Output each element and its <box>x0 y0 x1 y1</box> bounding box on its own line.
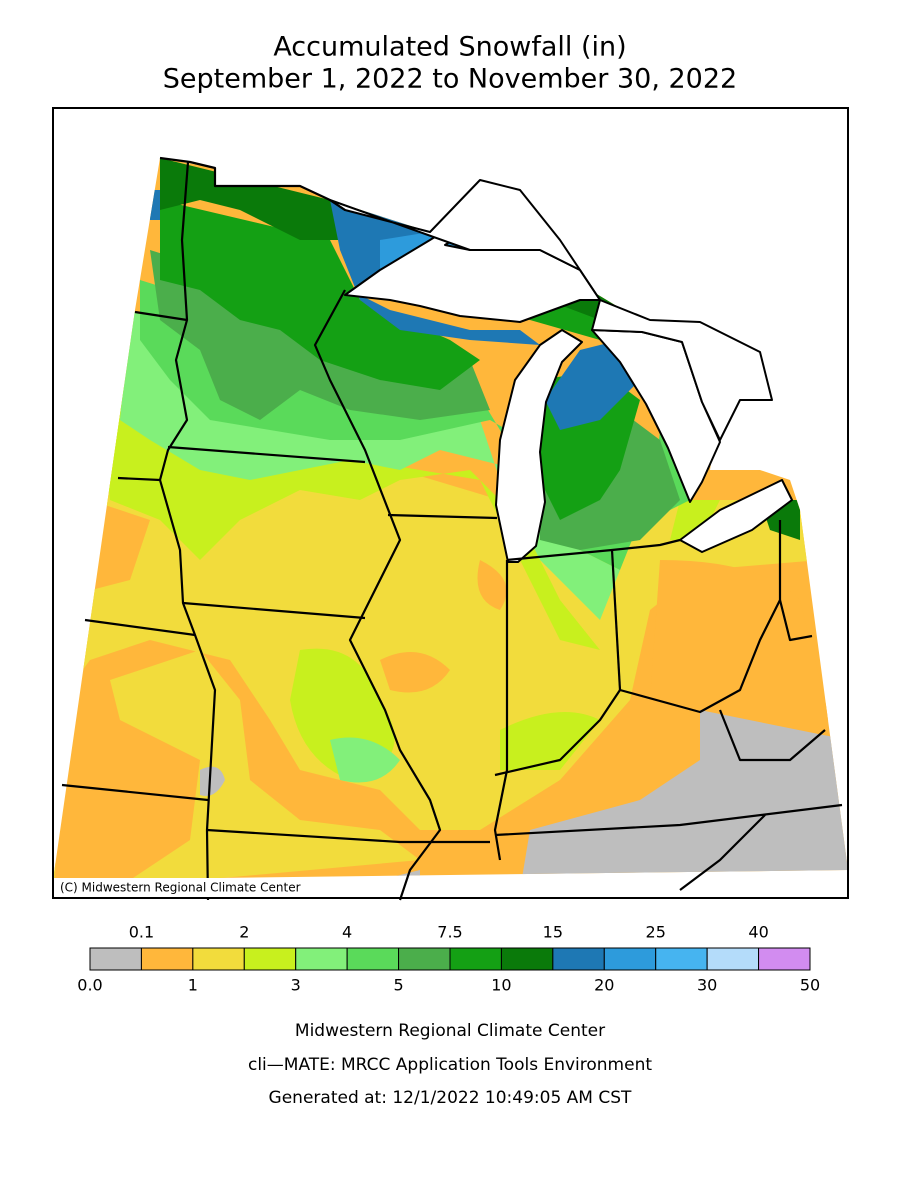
legend-bottom-label: 50 <box>800 976 820 995</box>
legend-top-label: 7.5 <box>437 923 462 942</box>
legend-bottom-label: 3 <box>291 976 301 995</box>
border-missouri-river <box>117 476 217 901</box>
border-ky-tn <box>494 803 843 891</box>
border-east <box>718 599 826 762</box>
legend-swatch <box>192 947 245 971</box>
legend-bottom-label: 5 <box>393 976 403 995</box>
border-ia-mo <box>182 601 366 620</box>
legend-top-label: 4 <box>342 923 352 942</box>
legend-swatch <box>655 947 708 971</box>
border-mn-nd <box>158 161 190 481</box>
border-mo-ar <box>206 828 490 844</box>
border-ks-ok <box>61 783 209 802</box>
border-il-in <box>493 560 509 861</box>
title: Accumulated Snowfall (in) <box>273 32 626 63</box>
border-ne-ks <box>84 618 196 637</box>
legend-swatch <box>449 947 502 971</box>
legend-swatch <box>758 947 811 971</box>
legend-swatch <box>243 947 297 971</box>
legend-swatch <box>295 947 348 971</box>
subtitle: September 1, 2022 to November 30, 2022 <box>163 64 737 95</box>
legend-bottom-label: 0.0 <box>77 976 102 995</box>
canada <box>329 179 773 441</box>
border-nd-sd <box>134 310 188 322</box>
legend-top-label: 40 <box>748 923 768 942</box>
field-gray <box>200 710 848 880</box>
border-in-oh <box>610 549 622 691</box>
lake-erie <box>679 479 793 553</box>
lake-michigan <box>495 329 583 563</box>
legend-swatch <box>346 947 400 971</box>
legend-swatch <box>603 947 657 971</box>
footer-line: Midwestern Regional Climate Center <box>295 1021 605 1041</box>
map-frame <box>52 107 849 899</box>
field-lightgreen <box>120 310 620 783</box>
field-darkgreen-1 <box>160 200 650 520</box>
border-canada <box>159 156 346 211</box>
border-mississippi <box>313 289 442 901</box>
state-borders <box>61 156 843 901</box>
legend-swatch <box>552 947 605 971</box>
border-wi-il <box>387 513 498 520</box>
legend-swatch <box>140 947 194 971</box>
lakes <box>329 179 793 563</box>
footer-line: Generated at: 12/1/2022 10:49:05 AM CST <box>269 1088 632 1108</box>
legend-top-label: 25 <box>646 923 666 942</box>
legend-swatch <box>706 947 760 971</box>
legend-bottom-label: 10 <box>491 976 511 995</box>
field-yellowgreen <box>100 400 720 780</box>
border-ia-north <box>167 445 366 464</box>
field-darkgreen-2 <box>160 158 800 540</box>
legend-top-label: 0.1 <box>129 923 154 942</box>
legend: 0.1 2 4 7.5 15 25 40 0.0 1 3 5 10 20 30 50 <box>77 923 820 995</box>
legend-bottom-label: 20 <box>594 976 614 995</box>
legend-swatch <box>500 947 554 971</box>
legend-top-label: 2 <box>239 923 249 942</box>
credit-box <box>54 878 338 897</box>
legend-swatch <box>89 947 142 971</box>
legend-bottom-label: 30 <box>697 976 717 995</box>
field-orange-spots <box>380 560 830 760</box>
legend-swatch <box>398 947 451 971</box>
border-mi-south <box>506 538 681 562</box>
legend-top-label: 15 <box>543 923 563 942</box>
footer-line: cli—MATE: MRCC Application Tools Environ… <box>248 1055 652 1075</box>
map-credit: (C) Midwestern Regional Climate Center <box>60 881 301 895</box>
legend-bottom-label: 1 <box>188 976 198 995</box>
border-ohio-river <box>494 520 782 777</box>
